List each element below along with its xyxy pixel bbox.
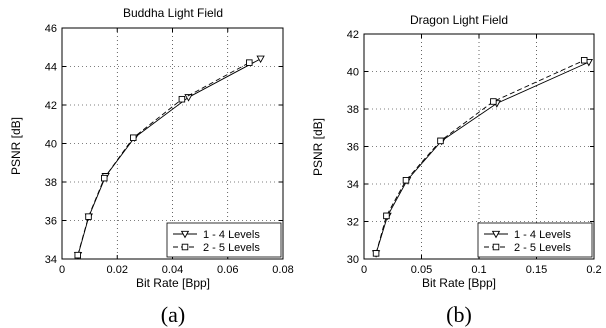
data-point-square: [383, 212, 390, 220]
data-point-square: [246, 59, 253, 66]
chart-title: Buddha Light Field: [123, 6, 223, 20]
x-tick-label: 0: [361, 264, 367, 276]
legend-label: 2 - 5 Levels: [203, 242, 260, 254]
x-axis-label: Bit Rate [Bpp]: [422, 276, 496, 290]
y-tick-label: 42: [45, 100, 57, 112]
data-point-triangle: [491, 230, 501, 239]
x-tick-label: 0.15: [526, 264, 547, 276]
subfigure-caption: (b): [446, 302, 472, 327]
x-tick-label: 0.1: [471, 264, 486, 276]
y-tick-label: 38: [45, 177, 57, 189]
y-tick-label: 34: [45, 254, 57, 266]
x-tick-label: 0.08: [272, 264, 293, 276]
data-point-square: [580, 57, 588, 64]
data-point-square: [492, 243, 500, 251]
series-line: [375, 61, 590, 254]
chart-title: Dragon Light Field: [410, 13, 508, 27]
x-tick-label: 0.05: [411, 264, 432, 276]
y-tick-label: 46: [45, 23, 57, 35]
y-tick-label: 40: [347, 67, 359, 79]
data-point-square: [101, 174, 108, 182]
y-tick-label: 44: [45, 62, 57, 74]
data-point-triangle: [256, 55, 265, 64]
y-tick-label: 36: [347, 142, 359, 154]
data-point-square: [130, 134, 137, 141]
series-line: [77, 62, 250, 256]
y-tick-label: 32: [347, 217, 359, 229]
legend-box: [477, 222, 593, 258]
legend-box: [166, 222, 282, 258]
y-tick-label: 36: [45, 216, 57, 228]
legend-label: 1 - 4 Levels: [203, 229, 260, 241]
y-tick-label: 40: [45, 139, 57, 151]
y-tick-label: 38: [347, 104, 359, 116]
x-tick-label: 0.02: [107, 264, 128, 276]
y-tick-label: 34: [347, 179, 359, 191]
data-point-square: [490, 98, 497, 105]
x-tick-label: 0.04: [162, 264, 183, 276]
data-point-square: [74, 251, 81, 259]
y-axis-label: PSNR [dB]: [311, 118, 325, 176]
data-point-square: [402, 176, 410, 184]
data-point-square: [178, 95, 186, 103]
legend-label: 1 - 4 Levels: [514, 229, 571, 241]
data-point-square: [437, 137, 444, 145]
y-axis-label: PSNR [dB]: [9, 117, 23, 175]
legend-label: 2 - 5 Levels: [514, 242, 571, 254]
subfigure-caption: (a): [161, 302, 185, 327]
data-point-square: [85, 213, 92, 220]
y-tick-label: 30: [347, 254, 359, 266]
series-line: [375, 59, 585, 254]
x-tick-label: 0: [59, 264, 65, 276]
x-tick-label: 0.2: [586, 264, 601, 276]
x-axis-label: Bit Rate [Bpp]: [136, 276, 210, 290]
data-point-square: [372, 250, 380, 257]
data-point-square: [181, 243, 189, 251]
data-point-triangle: [180, 230, 190, 239]
dragon-chart: Dragon Light Field Bit Rate [Bpp] PSNR […: [311, 13, 602, 327]
buddha-chart: Buddha Light Field Bit Rate [Bpp] PSNR […: [9, 6, 294, 327]
x-tick-label: 0.06: [217, 264, 238, 276]
data-point-triangle: [184, 94, 193, 102]
y-tick-label: 42: [347, 29, 359, 41]
